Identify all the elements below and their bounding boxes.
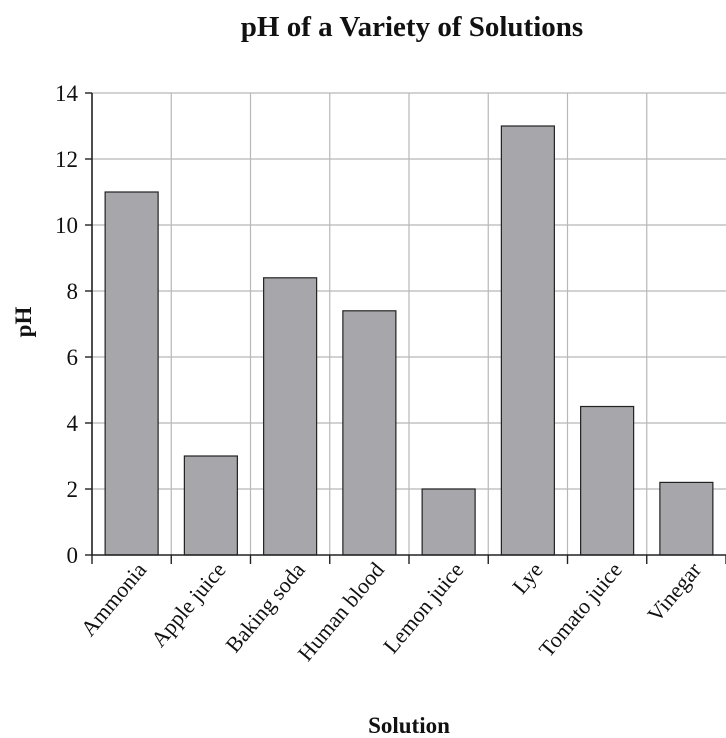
x-tick-label: Baking soda (220, 557, 310, 657)
bar-baking-soda (263, 277, 318, 556)
x-tick-label: Tomato juice (534, 557, 627, 661)
y-tick-label: 4 (67, 411, 79, 436)
bar-ammonia (104, 191, 159, 556)
chart-title: pH of a Variety of Solutions (241, 11, 583, 43)
x-tick-label: Vinegar (642, 557, 706, 627)
axes (85, 92, 726, 564)
gridlines (92, 92, 726, 555)
y-tick-labels: 0 2 4 6 8 10 12 14 (55, 81, 79, 568)
x-tick-label: Apple juice (146, 557, 231, 651)
bar-tomato-juice (580, 405, 635, 556)
y-tick-label: 8 (67, 279, 79, 304)
y-tick-label: 10 (55, 213, 78, 238)
y-axis-label: pH (11, 307, 36, 338)
y-tick-label: 6 (67, 345, 79, 370)
bar-human-blood (342, 310, 397, 556)
x-tick-label: Lemon juice (378, 557, 468, 658)
y-tick-label: 12 (55, 147, 78, 172)
y-tick-label: 14 (55, 81, 79, 106)
y-tick-label: 0 (67, 543, 79, 568)
bars (104, 125, 714, 556)
bar-lemon-juice (421, 488, 476, 556)
bar-vinegar (659, 481, 714, 556)
bar-apple-juice (183, 455, 238, 556)
x-axis-label: Solution (368, 713, 450, 738)
y-tick-label: 2 (67, 477, 79, 502)
x-tick-label: Ammonia (76, 557, 152, 641)
bar-lye (500, 125, 555, 556)
x-tick-label: Lye (507, 557, 547, 598)
